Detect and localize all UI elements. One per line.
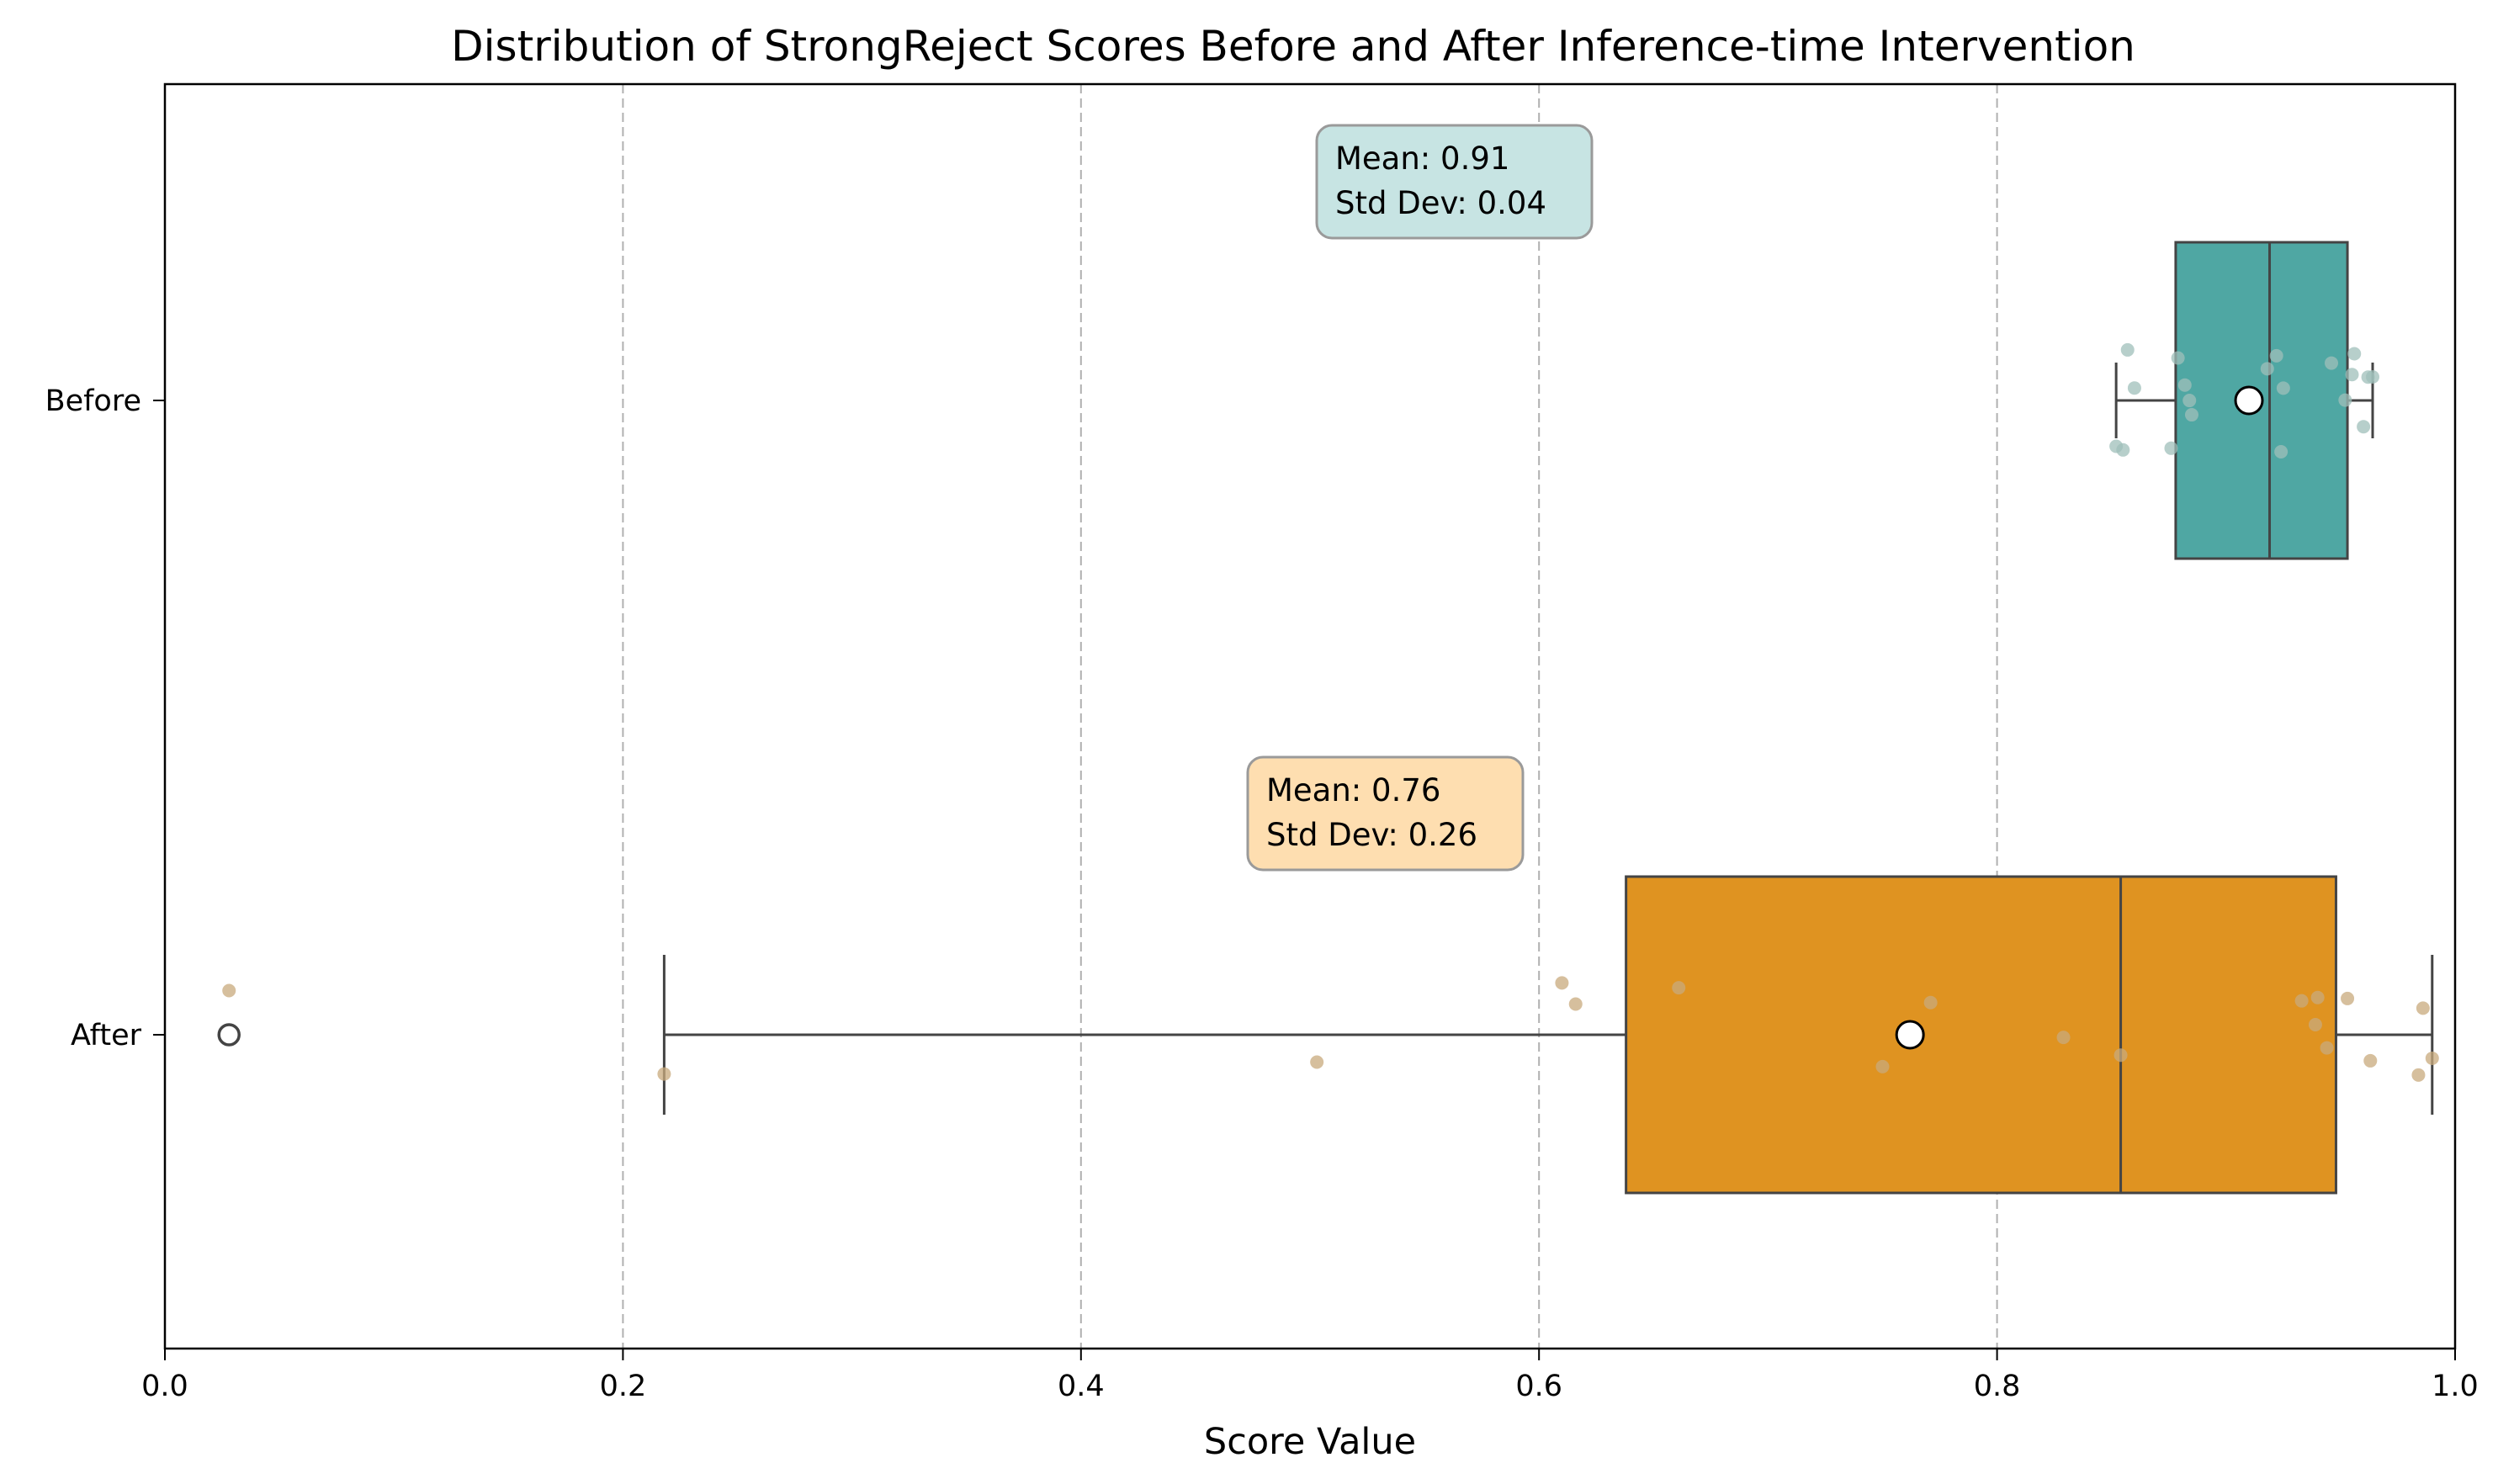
data-point — [2113, 1048, 2128, 1063]
mean-marker — [2234, 385, 2264, 416]
annotations-group: Mean: 0.91 Std Dev: 0.04 Mean: 0.76 Std Dev… — [1246, 124, 1594, 872]
data-point — [1672, 981, 1686, 995]
data-point — [2363, 1053, 2378, 1068]
data-point — [2164, 441, 2178, 455]
iqr-box — [1625, 875, 2337, 1195]
annotation-std-text: Std Dev: 0.26 — [1266, 817, 1477, 853]
x-axis-label: Score Value — [1204, 1421, 1416, 1463]
grid-lines — [622, 84, 1998, 1349]
data-point — [2310, 990, 2325, 1004]
x-tick-label: 0.8 — [1974, 1370, 2021, 1403]
y-axis-ticks: Before After — [45, 384, 165, 1052]
data-point — [2276, 381, 2290, 395]
chart-title: Distribution of StrongReject Scores Befo… — [451, 22, 2135, 71]
data-point — [2182, 394, 2197, 408]
outlier-marker — [217, 1023, 241, 1047]
x-axis-ticks: 0.0 0.2 0.4 0.6 0.8 1.0 — [141, 1349, 2479, 1403]
data-point — [2338, 393, 2352, 407]
annotation-box — [1246, 755, 1525, 872]
data-point — [2308, 1017, 2322, 1031]
data-point — [2357, 420, 2371, 434]
data-point — [2320, 1041, 2334, 1055]
data-point — [2274, 444, 2289, 458]
x-tick-label: 0.6 — [1515, 1370, 1562, 1403]
data-point — [2411, 1068, 2426, 1082]
data-point — [2171, 351, 2185, 365]
annotation-box — [1315, 124, 1594, 240]
data-point — [2341, 991, 2355, 1005]
data-point — [2269, 348, 2283, 363]
annotation-std-text: Std Dev: 0.04 — [1335, 185, 1546, 221]
annotation-mean-text: Mean: 0.76 — [1266, 772, 1440, 808]
data-point — [2345, 368, 2359, 382]
box-series-group — [217, 241, 2439, 1195]
data-point — [2127, 381, 2141, 395]
data-point — [1568, 997, 1583, 1011]
stats-annotation-after: Mean: 0.76 Std Dev: 0.26 — [1246, 755, 1525, 872]
data-point — [1923, 995, 1938, 1010]
x-tick-label: 1.0 — [2432, 1370, 2479, 1403]
mean-marker — [1895, 1020, 1925, 1050]
annotation-mean-text: Mean: 0.91 — [1335, 140, 1509, 177]
data-point — [2347, 347, 2362, 361]
data-point — [2366, 370, 2380, 384]
data-point — [222, 983, 236, 998]
box-group-after — [217, 875, 2439, 1195]
data-point — [2177, 378, 2192, 392]
data-point — [2425, 1051, 2439, 1065]
data-point — [2184, 408, 2198, 422]
data-point — [2120, 342, 2135, 357]
data-point — [2116, 443, 2130, 457]
data-point — [2416, 1001, 2430, 1015]
data-point — [2325, 356, 2339, 370]
x-tick-label: 0.4 — [1058, 1370, 1105, 1403]
data-point — [657, 1067, 671, 1081]
x-tick-label: 0.0 — [141, 1370, 188, 1403]
y-tick-label-before: Before — [45, 384, 141, 418]
data-point — [2056, 1031, 2071, 1045]
box-group-before — [2109, 241, 2380, 560]
plot-frame — [163, 82, 2457, 1350]
data-point — [2260, 362, 2274, 376]
data-point — [1875, 1059, 1890, 1073]
data-point — [1310, 1055, 1324, 1069]
y-tick-label-after: After — [71, 1019, 142, 1052]
x-tick-label: 0.2 — [600, 1370, 647, 1403]
data-point — [1555, 976, 1569, 990]
data-point — [2294, 994, 2309, 1008]
stats-annotation-before: Mean: 0.91 Std Dev: 0.04 — [1315, 124, 1594, 240]
